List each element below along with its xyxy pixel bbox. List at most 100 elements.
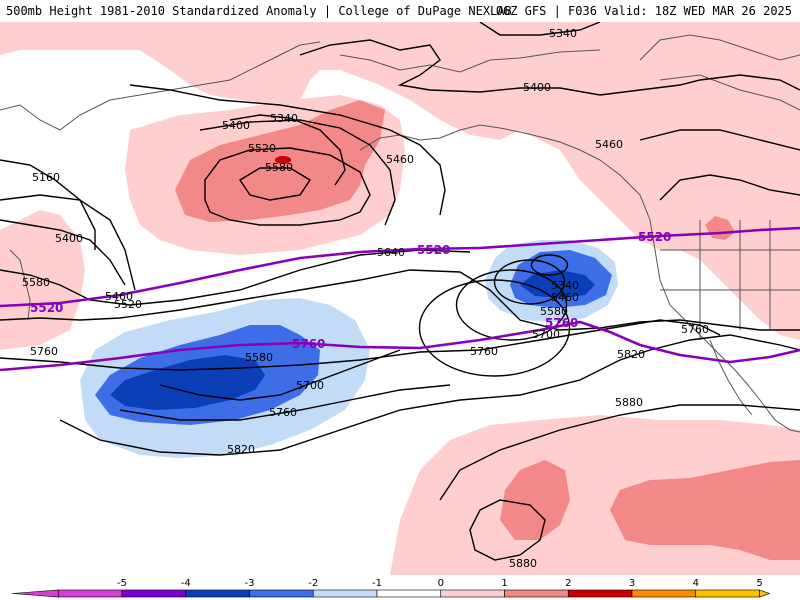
colorbar-band	[312, 589, 378, 598]
colorbar-band	[504, 589, 569, 598]
height-label: 5520	[248, 142, 276, 155]
colorbar-arrow-low	[11, 589, 59, 598]
reference-label: 5520	[638, 230, 671, 244]
coastline-japan	[9, 249, 31, 321]
height-label: 5580	[245, 351, 273, 364]
reference-5760	[0, 320, 800, 372]
colorbar-tick-label: -3	[245, 578, 255, 589]
coastline-siberia	[0, 41, 321, 131]
height-label: 5460	[105, 290, 133, 303]
map-header: 500mb Height 1981-2010 Standardized Anom…	[0, 0, 800, 22]
reference-labels: 5520 5520 5520 5760 5760	[30, 230, 671, 351]
state-borders	[660, 220, 800, 340]
colorbar-band	[631, 589, 697, 598]
colorbar-bands	[11, 589, 771, 598]
negative-anomaly-areas	[80, 240, 618, 458]
contour-5400-west	[0, 219, 126, 286]
anomaly-pos2-subtropics-a	[500, 460, 570, 540]
colorbar-tick-label: -1	[372, 578, 382, 589]
contour-low-ring-3	[418, 279, 571, 377]
height-label: 5460	[386, 153, 414, 166]
anomaly-colorbar: -5 -4 -3 -2 -1 0 1 2 3 4 5	[0, 575, 800, 600]
colorbar-band	[567, 589, 633, 598]
contour-5820-west	[59, 334, 800, 456]
reference-label: 5760	[545, 316, 578, 330]
height-label: 5460	[551, 291, 579, 304]
height-labels: 5340 5400 5340 5400 5520 5580 5460 5460 …	[22, 27, 709, 570]
colorbar-tick-label: 4	[693, 578, 699, 589]
colorbar-arrow-high	[759, 589, 771, 598]
coastline-alaska-south	[359, 124, 651, 221]
reference-label: 5520	[30, 301, 63, 315]
reference-label: 5520	[417, 243, 450, 257]
colorbar-tick-label: 0	[438, 578, 444, 589]
contour-east-ridge	[639, 129, 800, 151]
contour-5580-west	[0, 249, 471, 306]
anomaly-pos2-subtropics-b	[610, 460, 800, 560]
colorbar-band	[57, 589, 123, 598]
coastline-canada-islands	[639, 34, 800, 61]
contour-5580-a	[239, 167, 311, 201]
colorbar-band	[121, 589, 187, 598]
contour-5880-south	[439, 404, 800, 501]
height-label: 5880	[615, 396, 643, 409]
contour-5340-north	[479, 22, 601, 36]
height-label: 5340	[270, 112, 298, 125]
reference-5520	[0, 226, 800, 308]
height-label: 5760	[681, 323, 709, 336]
height-label: 5400	[222, 119, 250, 132]
height-label: 5580	[265, 161, 293, 174]
height-label: 5820	[617, 348, 645, 361]
anomaly-map: 5340 5400 5340 5400 5520 5580 5460 5460 …	[0, 22, 800, 575]
height-label: 5820	[227, 443, 255, 456]
height-label: 5400	[55, 232, 83, 245]
contour-5340-mid	[229, 114, 346, 186]
reference-contours	[0, 226, 800, 372]
contour-5520-a	[204, 147, 371, 226]
contour-5460-a	[129, 84, 446, 216]
height-label: 5760	[30, 345, 58, 358]
colorbar-band	[695, 589, 760, 598]
anomaly-pos1-west	[0, 210, 85, 350]
contour-5460-west	[0, 194, 136, 291]
contour-5640	[0, 269, 800, 331]
colorbar-tick-label: 5	[756, 578, 762, 589]
contour-5700	[159, 349, 401, 401]
contour-low-center	[530, 254, 569, 276]
colorbar-tick-label: -2	[308, 578, 318, 589]
anomaly-neg3-east	[520, 270, 595, 298]
coastline-us-west	[649, 219, 800, 433]
height-label: 5580	[540, 305, 568, 318]
height-label: 5160	[32, 171, 60, 184]
height-label: 5400	[523, 81, 551, 94]
height-label: 5340	[551, 279, 579, 292]
coastline-arctic-islands	[659, 74, 800, 111]
height-label: 5760	[470, 345, 498, 358]
contour-east-trough	[659, 174, 800, 201]
map-title: 500mb Height 1981-2010 Standardized Anom…	[6, 4, 512, 18]
contour-5400-north	[299, 39, 800, 96]
height-label: 5760	[269, 406, 297, 419]
contour-5160	[0, 159, 96, 250]
height-label: 5700	[532, 328, 560, 341]
colorbar-band	[185, 589, 250, 598]
height-label: 5580	[22, 276, 50, 289]
colorbar-band	[249, 589, 314, 598]
anomaly-pos1-north	[0, 22, 800, 260]
coastline-alaska-north	[339, 49, 601, 73]
contour-5760-south	[119, 384, 451, 421]
colorbar-tick-label: 2	[565, 578, 571, 589]
colorbar-tick-label: -5	[117, 578, 127, 589]
anomaly-pos1-northwest	[140, 30, 330, 105]
colorbar-band	[440, 589, 505, 598]
contour-5880-sub	[469, 499, 546, 561]
height-label: 5640	[377, 246, 405, 259]
height-contours	[0, 22, 800, 561]
positive-anomaly-strong	[175, 100, 800, 560]
colorbar-band	[376, 589, 442, 598]
model-run-info: 06Z GFS | F036 Valid: 18Z WED MAR 26 202…	[495, 4, 792, 18]
height-label: 5460	[595, 138, 623, 151]
positive-anomaly-max	[275, 156, 291, 164]
colorbar-tick-label: 1	[501, 578, 507, 589]
colorbar-tick-label: 3	[629, 578, 635, 589]
